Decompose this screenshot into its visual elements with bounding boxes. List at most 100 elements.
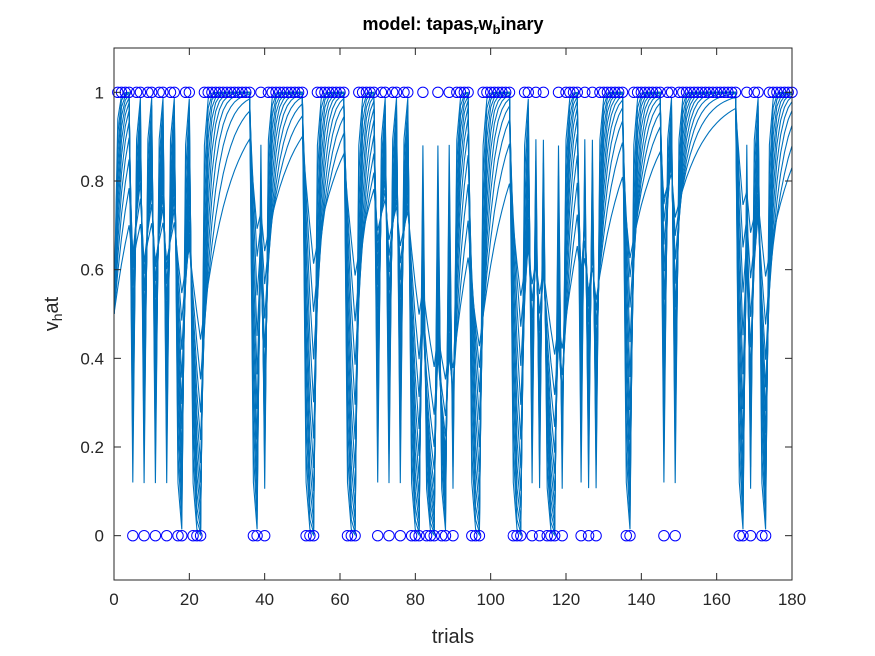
outcome-marker (571, 86, 583, 99)
outcome-marker (179, 86, 192, 99)
outcome-marker (251, 530, 263, 542)
x-tick-label: 40 (255, 590, 274, 609)
outcome-marker (507, 530, 519, 542)
ylabel-segment: at (41, 296, 63, 313)
outcome-marker (262, 86, 275, 99)
outcome-marker (454, 86, 467, 99)
outcome-marker (680, 86, 693, 99)
outcome-marker (737, 530, 749, 542)
outcome-marker (221, 86, 233, 99)
outcome-marker (134, 86, 147, 99)
outcome-marker (726, 86, 738, 99)
outcome-marker (620, 530, 632, 542)
outcome-marker (609, 86, 621, 99)
outcome-marker (149, 530, 162, 542)
outcome-marker (387, 86, 399, 99)
outcome-marker (654, 86, 666, 99)
outcome-marker (379, 86, 391, 99)
outcome-marker (394, 530, 406, 542)
outcome-marker (281, 86, 293, 99)
outcome-marker (420, 530, 433, 542)
outcome-marker (315, 86, 327, 99)
outcome-marker (496, 86, 508, 99)
outcome-marker (447, 530, 459, 542)
outcome-marker (658, 530, 670, 542)
outcome-marker (319, 86, 331, 99)
outcome-marker (741, 86, 753, 99)
outcome-marker (601, 86, 614, 99)
outcome-marker (631, 86, 644, 99)
outcome-marker (285, 86, 297, 99)
outcome-marker (643, 86, 655, 99)
y-axis-label: vhat (41, 296, 65, 331)
outcome-marker (228, 86, 241, 99)
outcome-marker (477, 86, 489, 99)
outcome-marker (560, 86, 572, 99)
y-tick-label: 0.8 (80, 172, 104, 191)
outcome-marker (432, 86, 444, 99)
title-subscript: b (493, 22, 501, 37)
outcome-marker (763, 86, 776, 99)
outcome-marker (545, 530, 557, 542)
x-tick-label: 160 (702, 590, 730, 609)
x-axis-ticks: 0 20 40 60 80 100 120 140 160 180 (109, 48, 806, 609)
outcome-marker (345, 530, 357, 542)
outcome-marker (255, 86, 267, 99)
outcome-marker (692, 86, 704, 99)
outcome-marker (503, 86, 516, 99)
outcome-marker (153, 86, 165, 99)
outcome-marker (183, 86, 196, 99)
outcome-marker (511, 530, 523, 542)
outcome-marker (552, 86, 565, 99)
outcome-marker (300, 530, 312, 542)
outcome-marker (594, 86, 606, 99)
outcome-marker (639, 86, 651, 99)
outcome-marker (500, 86, 512, 99)
outcome-marker (443, 86, 455, 99)
outcome-marker (549, 530, 561, 542)
outcome-marker (274, 86, 286, 99)
y-tick-label: 0 (95, 527, 104, 546)
outcome-marker (684, 86, 696, 99)
outcome-marker (616, 86, 629, 99)
outcome-marker (714, 86, 727, 99)
outcome-marker (334, 86, 346, 99)
y-axis-ticks: 0 0.2 0.4 0.6 0.8 1 (80, 83, 792, 546)
outcome-marker (650, 86, 663, 99)
ylabel-segment: v (41, 321, 63, 331)
outcome-marker (767, 86, 779, 99)
outcome-marker (127, 530, 139, 542)
outcome-marker (353, 86, 365, 99)
outcome-marker (515, 530, 527, 542)
x-tick-label: 120 (552, 590, 580, 609)
x-tick-label: 0 (109, 590, 118, 609)
outcome-marker (112, 86, 124, 99)
outcome-marker (718, 86, 730, 99)
outcome-marker (338, 86, 350, 99)
outcome-marker (458, 86, 470, 99)
outcome-marker (259, 530, 271, 542)
outcome-marker (695, 86, 708, 99)
y-tick-label: 0.6 (80, 261, 104, 280)
outcome-marker (375, 86, 388, 99)
outcome-marker (424, 530, 437, 542)
x-tick-label: 60 (331, 590, 350, 609)
outcome-marker (368, 86, 380, 99)
outcome-marker (168, 86, 181, 99)
outcome-marker (586, 86, 599, 99)
y-tick-label: 0.2 (80, 438, 104, 457)
outcome-marker (164, 86, 177, 99)
outcome-marker (707, 86, 719, 99)
outcome-marker (669, 530, 681, 542)
outcome-marker (518, 86, 531, 99)
outcome-marker (748, 86, 760, 99)
outcome-marker (236, 86, 248, 99)
outcome-marker (383, 530, 395, 542)
outcome-marker (243, 86, 256, 99)
outcome-marker (311, 86, 324, 99)
outcome-marker (665, 86, 678, 99)
outcome-marker (356, 86, 369, 99)
outcome-marker (390, 86, 403, 99)
outcome-marker (711, 86, 723, 99)
outcome-marker (628, 86, 640, 99)
